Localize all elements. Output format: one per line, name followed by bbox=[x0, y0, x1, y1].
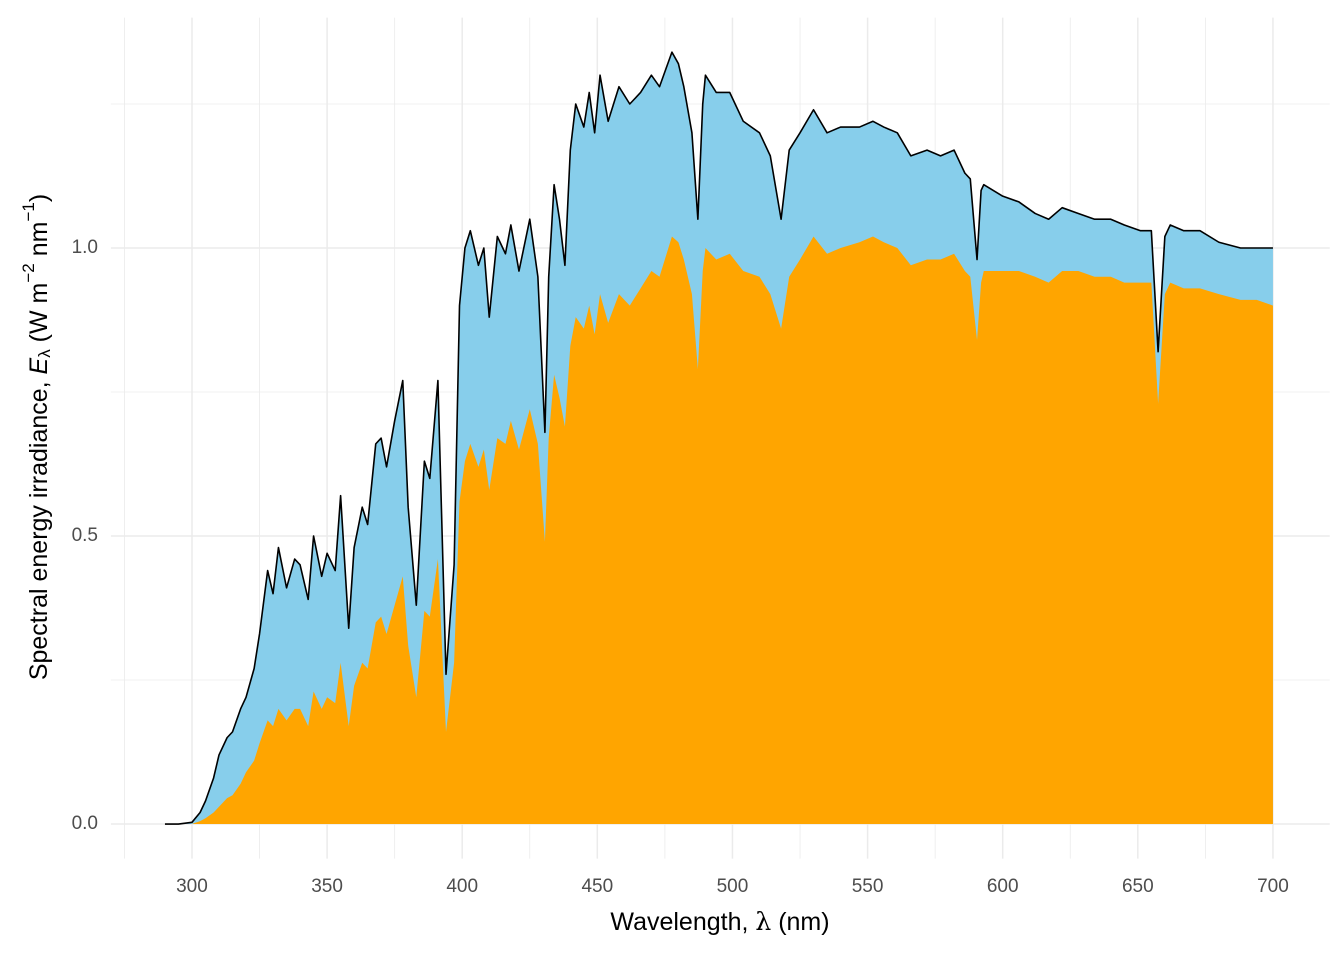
x-title-text: Wavelength, bbox=[610, 908, 755, 936]
y-title-close: ) bbox=[25, 194, 53, 202]
x-axis-title: Wavelength, λ (nm) bbox=[610, 907, 829, 936]
x-title-symbol: λ bbox=[755, 907, 771, 936]
y-tick-label: 0.0 bbox=[72, 813, 98, 834]
x-title-units: (nm) bbox=[771, 908, 829, 936]
y-title-exp1: −2 bbox=[19, 263, 38, 282]
labels: 300 350 400 450 500 550 600 650 700 0.0 0.5 1.0 bbox=[72, 237, 1289, 897]
y-title-units: (W m bbox=[25, 283, 53, 350]
x-tick-label: 350 bbox=[311, 876, 343, 897]
x-tick-label: 600 bbox=[987, 876, 1019, 897]
x-tick-label: 450 bbox=[581, 876, 613, 897]
y-axis-title: Spectral energy irradiance, Eλ (W m−2 nm… bbox=[19, 194, 54, 680]
y-tick-label: 0.5 bbox=[72, 525, 98, 546]
y-tick-label: 1.0 bbox=[72, 237, 98, 258]
x-tick-label: 700 bbox=[1257, 876, 1289, 897]
marks bbox=[164, 51, 1273, 825]
y-title-mid: nm bbox=[25, 222, 53, 264]
y-title-subscript: λ bbox=[35, 349, 54, 358]
x-tick-label: 500 bbox=[717, 876, 749, 897]
line bbox=[164, 51, 1273, 825]
x-tick-label: 550 bbox=[852, 876, 884, 897]
y-title-text: Spectral energy irradiance, bbox=[25, 374, 53, 680]
x-tick-label: 650 bbox=[1122, 876, 1154, 897]
y-title-exp2: −1 bbox=[19, 202, 38, 221]
x-tick-label: 300 bbox=[176, 876, 208, 897]
area bbox=[164, 236, 1273, 825]
y-title-symbol: E bbox=[25, 357, 53, 374]
x-tick-label: 400 bbox=[446, 876, 478, 897]
